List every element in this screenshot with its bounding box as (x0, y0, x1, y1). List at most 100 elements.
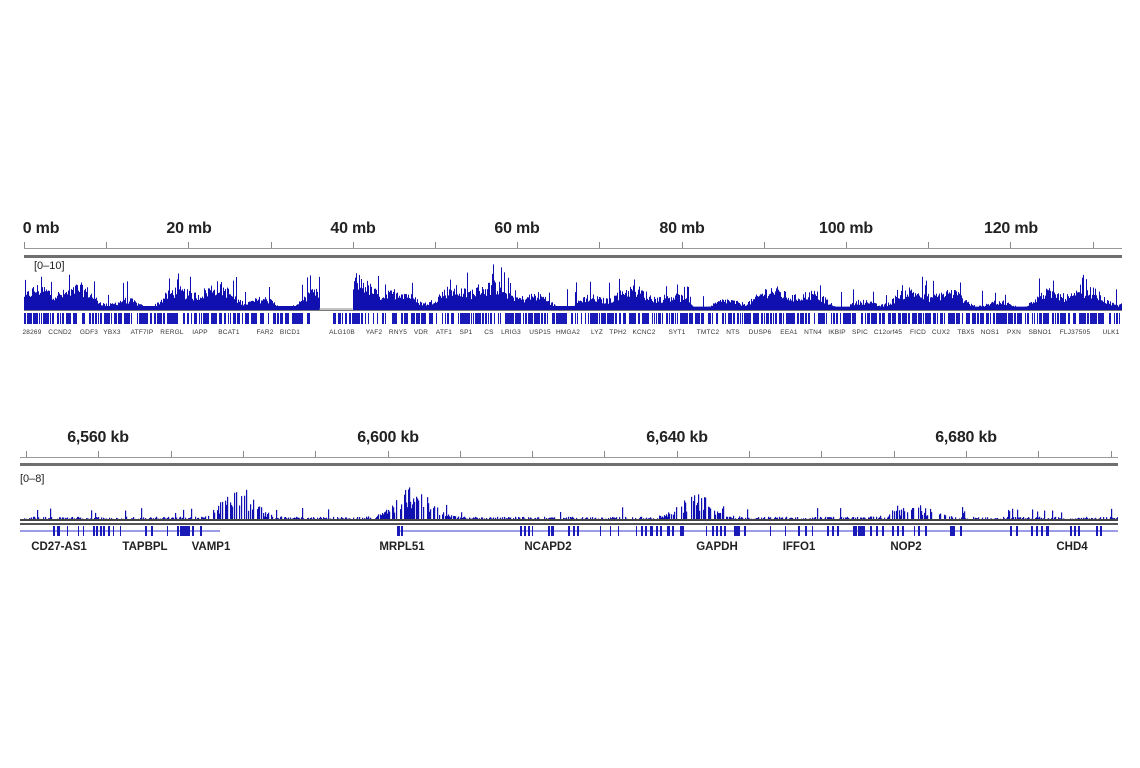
top-gene-label-13: VDR (413, 329, 429, 336)
top-axis-label-4: 80 mb (659, 220, 705, 237)
top-gene-label-19: HMGA2 (555, 329, 581, 336)
top-gene-label-28: NTN4 (804, 329, 822, 336)
bottom-track-separator (20, 463, 1118, 466)
ruler-tick (682, 242, 683, 248)
top-gene-label-18: USP15 (529, 329, 551, 336)
top-gene-label-8: FAR2 (256, 329, 274, 336)
top-signal-baseline (24, 310, 1122, 311)
top-axis-label-2: 40 mb (330, 220, 376, 237)
top-gene-label-23: SYT1 (668, 329, 686, 336)
ruler-tick (1111, 451, 1112, 457)
ruler-tick (749, 451, 750, 457)
top-gene-label-20: LYZ (590, 329, 604, 336)
top-gene-label-4: ATF7IP (130, 329, 154, 336)
ruler-tick (315, 451, 316, 457)
top-gene-track[interactable] (24, 313, 1122, 325)
top-ruler-line (24, 248, 1122, 249)
top-gene-label-32: FICD (910, 329, 926, 336)
top-gene-label-10: ALG10B (329, 329, 355, 336)
ruler-tick (243, 451, 244, 457)
bottom-gene-label-3: MRPL51 (379, 541, 425, 553)
ruler-tick (188, 242, 189, 248)
ruler-tick (26, 451, 27, 457)
top-gene-label-9: BICD1 (279, 329, 301, 336)
bottom-gene-track[interactable] (20, 525, 1118, 539)
top-gene-label-6: IAPP (192, 329, 208, 336)
ruler-tick (171, 451, 172, 457)
bottom-gene-label-5: GAPDH (696, 541, 738, 553)
bottom-axis-label-3: 6,680 kb (935, 429, 997, 446)
ruler-tick (1093, 242, 1094, 248)
top-gene-label-26: DUSP6 (748, 329, 772, 336)
ruler-tick (764, 242, 765, 248)
ruler-tick (271, 242, 272, 248)
top-gene-label-22: KCNC2 (632, 329, 656, 336)
top-gene-label-5: RERGL (160, 329, 184, 336)
bottom-gene-label-0: CD27-AS1 (31, 541, 87, 553)
top-data-range-label: [0–10] (34, 260, 65, 272)
ruler-tick (821, 451, 822, 457)
top-gene-label-39: ULK1 (1102, 329, 1120, 336)
top-gene-label-25: NTS (726, 329, 740, 336)
ruler-tick (677, 451, 678, 457)
ruler-tick (532, 451, 533, 457)
top-gene-label-34: TBX5 (957, 329, 975, 336)
top-gene-label-38: FLJ37505 (1059, 329, 1091, 336)
top-gene-label-27: EEA1 (780, 329, 798, 336)
top-gene-label-15: SP1 (459, 329, 473, 336)
top-gene-label-12: RNY5 (388, 329, 408, 336)
ruler-tick (846, 242, 847, 248)
top-axis-label-6: 120 mb (984, 220, 1038, 237)
top-gene-label-1: CCND2 (48, 329, 72, 336)
bottom-gene-label-2: VAMP1 (191, 541, 231, 553)
ruler-tick (966, 451, 967, 457)
top-gene-label-2: GDF3 (79, 329, 99, 336)
top-axis-label-0: 0 mb (22, 220, 60, 237)
bottom-signal-track[interactable] (20, 482, 1118, 520)
top-gene-label-21: TPH2 (609, 329, 627, 336)
top-track-separator (24, 255, 1122, 258)
ruler-tick (388, 451, 389, 457)
ruler-tick (1038, 451, 1039, 457)
bottom-ruler-line (20, 457, 1118, 458)
top-gene-label-29: IKBIP (828, 329, 846, 336)
bottom-gene-label-6: IFFO1 (782, 541, 816, 553)
top-gene-label-16: CS (484, 329, 494, 336)
bottom-gene-label-8: CHD4 (1056, 541, 1088, 553)
bottom-gene-label-4: NCAPD2 (524, 541, 572, 553)
bottom-gene-label-1: TAPBPL (122, 541, 168, 553)
ruler-tick (1010, 242, 1011, 248)
top-signal-track[interactable] (24, 262, 1122, 310)
ruler-tick (435, 242, 436, 248)
top-gene-label-14: ATF1 (435, 329, 453, 336)
top-gene-label-37: SBNO1 (1028, 329, 1052, 336)
bottom-axis-label-0: 6,560 kb (67, 429, 129, 446)
bottom-signal-baseline-1 (20, 519, 1118, 521)
top-gene-label-11: YAF2 (365, 329, 383, 336)
bottom-data-range-label: [0–8] (20, 473, 45, 485)
ruler-tick (98, 451, 99, 457)
top-axis-label-1: 20 mb (166, 220, 212, 237)
ruler-tick (894, 451, 895, 457)
top-gene-label-24: TMTC2 (696, 329, 720, 336)
ruler-tick (599, 242, 600, 248)
top-gene-label-3: YBX3 (103, 329, 121, 336)
bottom-axis-label-2: 6,640 kb (646, 429, 708, 446)
top-axis-label-5: 100 mb (819, 220, 873, 237)
top-axis-label-3: 60 mb (494, 220, 540, 237)
top-gene-label-30: SPIC (852, 329, 868, 336)
top-gene-label-7: BCAT1 (218, 329, 240, 336)
ruler-tick (24, 242, 25, 248)
bottom-signal-baseline-2 (20, 523, 1118, 525)
bottom-gene-label-7: NOP2 (890, 541, 922, 553)
ruler-tick (604, 451, 605, 457)
top-gene-label-31: C12orf45 (873, 329, 903, 336)
ruler-tick (106, 242, 107, 248)
ruler-tick (517, 242, 518, 248)
ruler-tick (353, 242, 354, 248)
bottom-axis-label-1: 6,600 kb (357, 429, 419, 446)
top-gene-label-0: 28269 (22, 329, 42, 336)
top-gene-label-33: CUX2 (931, 329, 951, 336)
